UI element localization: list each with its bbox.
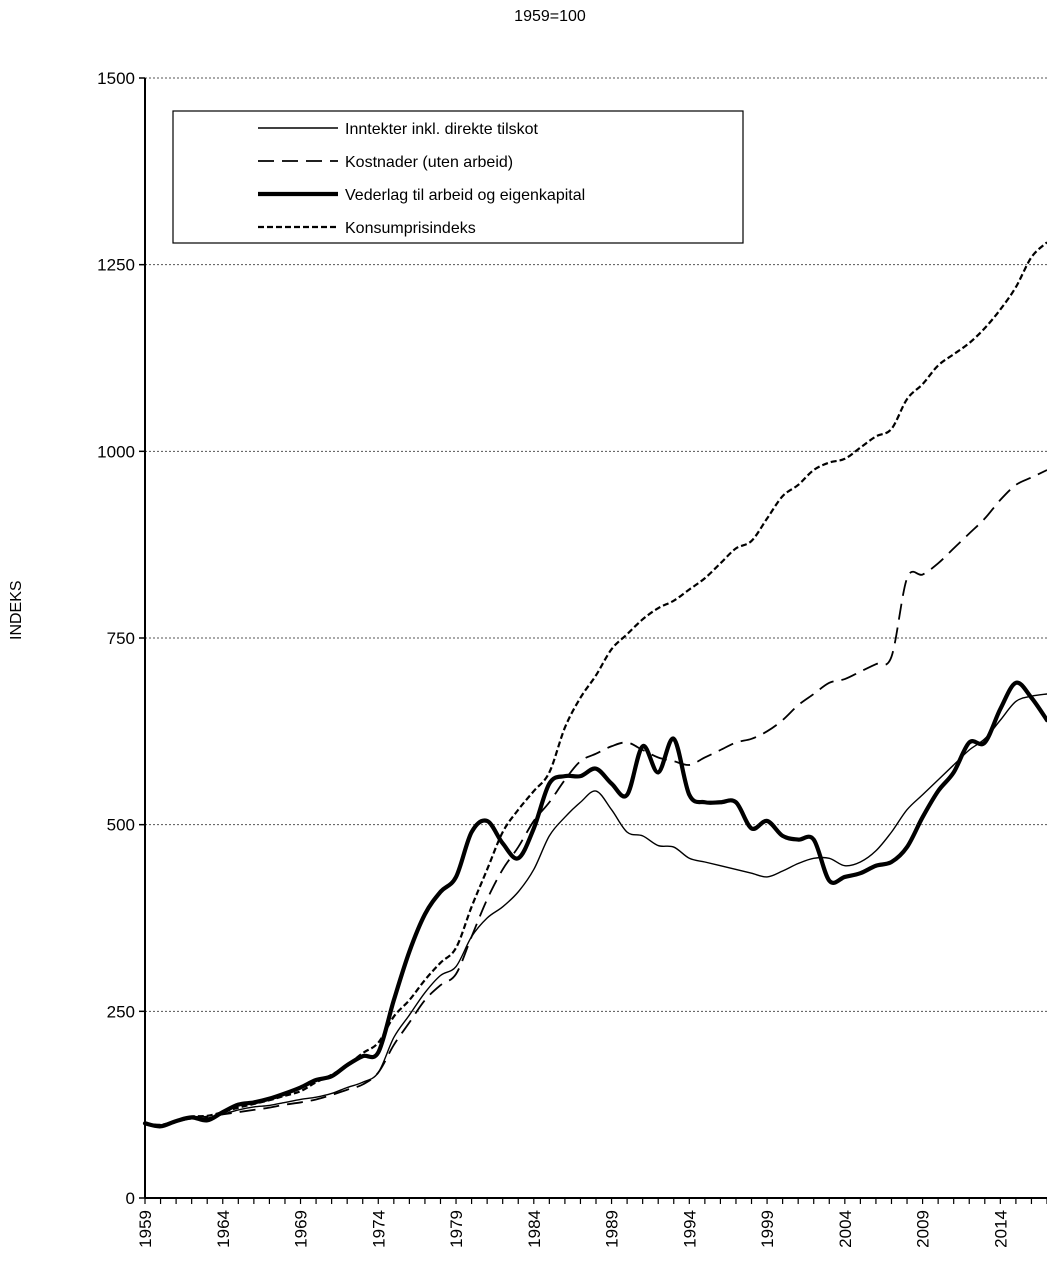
- x-tick-label: 1964: [214, 1210, 233, 1248]
- series-lines: [142, 241, 1047, 1129]
- y-tick-label: 1000: [97, 442, 135, 461]
- y-tick-label: 250: [107, 1002, 135, 1021]
- x-tick-label: 1959: [136, 1210, 155, 1248]
- y-tick-label: 1250: [97, 256, 135, 275]
- legend: Inntekter inkl. direkte tilskot Kostnader…: [172, 110, 744, 244]
- axes: [144, 78, 1047, 1199]
- legend-label-inntekter-inkl-direkte-tilskot: Inntekter inkl. direkte tilskot: [345, 121, 539, 138]
- legend-label-kostnader-uten-arbeid: Kostnader (uten arbeid): [345, 154, 513, 171]
- series-line-inntekter-inkl-direkte-tilskot: [144, 693, 1047, 1127]
- x-tick-label: 1979: [447, 1210, 466, 1248]
- y-tick-label: 1500: [97, 69, 135, 88]
- y-tick-label: 500: [107, 816, 135, 835]
- y-tick-label: 0: [126, 1189, 135, 1208]
- series-line-kostnader-uten-arbeid: [144, 469, 1047, 1126]
- x-tick-label: 1969: [292, 1210, 311, 1248]
- y-tick-label: 750: [107, 629, 135, 648]
- x-tick-label: 1994: [680, 1210, 699, 1248]
- chart-subtitle: 1959=100: [514, 8, 586, 25]
- x-tick-label: 1999: [758, 1210, 777, 1248]
- x-tick-label: 1984: [525, 1210, 544, 1248]
- x-tick-label: 2009: [914, 1210, 933, 1248]
- x-tick-label: 1974: [369, 1210, 388, 1248]
- x-tick-label: 1989: [603, 1210, 622, 1248]
- axis-ticks: 0 250 500 750 1000 1250 1500 1959 1964 1969 1974 19…: [97, 69, 1047, 1248]
- legend-label-vederlag-til-arbeid-og-eigenkapital: Vederlag til arbeid og eigenkapital: [345, 187, 585, 204]
- series-line-vederlag-til-arbeid-og-eigenkapital: [142, 680, 1047, 1129]
- x-tick-label: 2014: [991, 1210, 1010, 1248]
- series-line-konsumprisindeks: [144, 241, 1047, 1126]
- x-tick-label: 2004: [836, 1210, 855, 1248]
- legend-label-konsumprisindeks: Konsumprisindeks: [345, 220, 476, 237]
- legend-box: [172, 110, 744, 244]
